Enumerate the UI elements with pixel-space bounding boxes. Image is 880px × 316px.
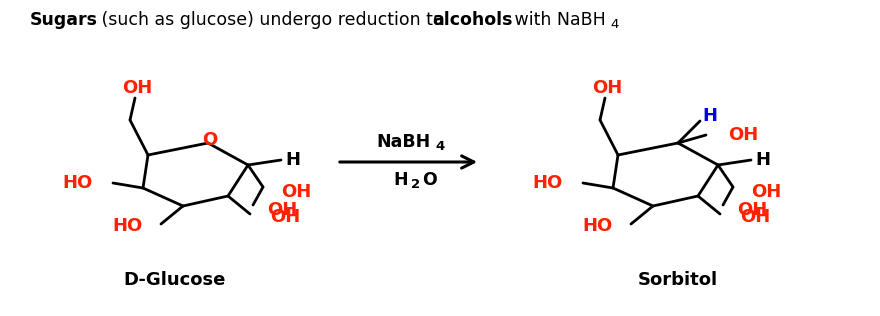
Text: O: O xyxy=(202,131,217,149)
Text: OH: OH xyxy=(737,201,767,219)
Text: OH: OH xyxy=(270,208,300,226)
Text: O: O xyxy=(422,171,437,189)
Text: OH: OH xyxy=(281,183,312,201)
Text: OH: OH xyxy=(267,201,297,219)
Text: 4: 4 xyxy=(610,17,619,31)
Text: OH: OH xyxy=(751,183,781,201)
Text: OH: OH xyxy=(592,79,622,97)
Text: HO: HO xyxy=(583,217,613,235)
Text: with NaBH: with NaBH xyxy=(509,11,605,29)
Text: NaBH: NaBH xyxy=(377,133,430,151)
Text: OH: OH xyxy=(740,208,770,226)
Text: H: H xyxy=(285,151,300,169)
Text: OH: OH xyxy=(121,79,152,97)
Text: Sorbitol: Sorbitol xyxy=(638,271,718,289)
Text: D-Glucose: D-Glucose xyxy=(124,271,226,289)
Text: HO: HO xyxy=(62,174,93,192)
Text: HO: HO xyxy=(532,174,563,192)
Text: H: H xyxy=(756,151,771,169)
Text: 4: 4 xyxy=(436,139,444,153)
Text: 2: 2 xyxy=(410,178,420,191)
Text: Sugars: Sugars xyxy=(30,11,98,29)
Text: alcohols: alcohols xyxy=(432,11,512,29)
Text: H: H xyxy=(702,107,717,125)
Text: H: H xyxy=(393,171,407,189)
Text: HO: HO xyxy=(113,217,143,235)
Text: OH: OH xyxy=(728,126,759,144)
Text: (such as glucose) undergo reduction to: (such as glucose) undergo reduction to xyxy=(96,11,449,29)
